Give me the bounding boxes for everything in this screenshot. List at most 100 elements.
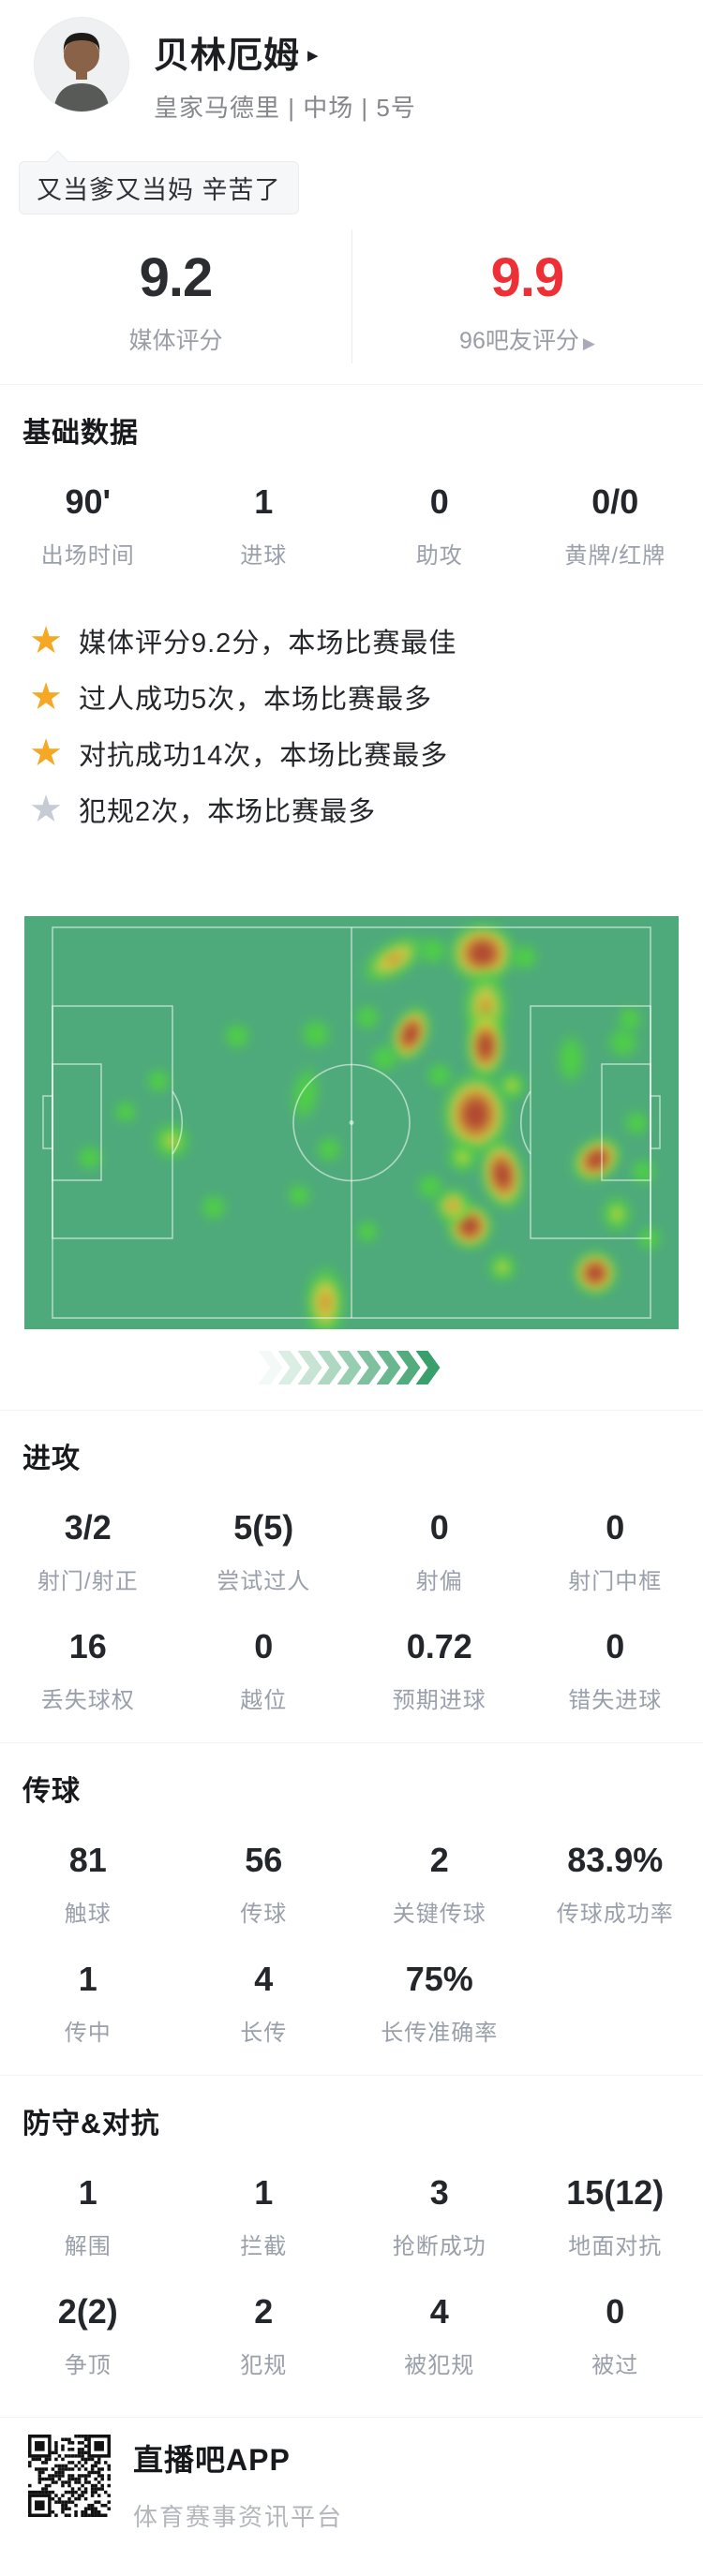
- fans-rating[interactable]: 9.9 96吧友评分▶: [352, 246, 703, 356]
- stat-cell: 0 射偏: [352, 1508, 528, 1595]
- stat-label: 关键传球: [352, 1895, 528, 1928]
- stat-label: 射偏: [352, 1562, 528, 1595]
- stat-cell: 0 助攻: [352, 482, 528, 570]
- stat-label: 预期进球: [352, 1681, 528, 1714]
- stat-label: 射门/射正: [0, 1562, 176, 1595]
- stat-cell: 90'出场时间: [0, 482, 176, 570]
- stat-label: 长传准确率: [352, 2014, 528, 2047]
- stat-cell: 83.9%传球成功率: [528, 1841, 703, 1928]
- name-caret-icon: ▶: [307, 47, 319, 64]
- stat-cell: 0/0 黄牌/红牌: [528, 482, 703, 570]
- stat-value: 1: [0, 1960, 176, 1999]
- stat-cell: 2 犯规: [176, 2292, 352, 2379]
- stat-label: 拦截: [176, 2228, 352, 2260]
- stat-label: 助攻: [352, 537, 528, 570]
- stat-cell: 16 丢失球权: [0, 1627, 176, 1714]
- stat-label: 传球成功率: [528, 1895, 703, 1928]
- stat-value: 3/2: [0, 1508, 176, 1547]
- highlights-list: ★媒体评分9.2分，本场比赛最佳★过人成功5次，本场比赛最多★对抗成功14次，本…: [0, 598, 703, 847]
- stat-cell: 0 越位: [176, 1627, 352, 1714]
- stat-label: 黄牌/红牌: [528, 537, 703, 570]
- stat-value: 16: [0, 1627, 176, 1666]
- stat-label: 被犯规: [352, 2347, 528, 2379]
- stat-value: 1: [176, 482, 352, 522]
- stat-label: 解围: [0, 2228, 176, 2260]
- highlight-row: ★对抗成功14次，本场比赛最多: [0, 725, 703, 781]
- stat-label: 进球: [176, 537, 352, 570]
- stat-label: 传球: [176, 1895, 352, 1928]
- highlight-row: ★过人成功5次，本场比赛最多: [0, 669, 703, 725]
- media-rating: 9.2 媒体评分: [0, 246, 352, 356]
- stat-value: 0: [352, 1508, 528, 1547]
- app-name: 直播吧APP: [133, 2436, 343, 2480]
- player-heatmap: [24, 916, 679, 1329]
- stat-cell: 3/2 射门/射正: [0, 1508, 176, 1595]
- stat-cell: 15(12)地面对抗: [528, 2173, 703, 2260]
- stat-value: 81: [0, 1841, 176, 1880]
- stat-value: 2(2): [0, 2292, 176, 2332]
- stat-value: 2: [176, 2292, 352, 2332]
- section-defense-title: 防守&对抗: [0, 2076, 703, 2141]
- stat-value: 0: [352, 482, 528, 522]
- stat-cell: 1 解围: [0, 2173, 176, 2260]
- fans-rating-label: 96吧友评分▶: [352, 322, 703, 356]
- stat-label: 传中: [0, 2014, 176, 2047]
- stat-label: 抢断成功: [352, 2228, 528, 2260]
- stat-label: 地面对抗: [528, 2228, 703, 2260]
- stat-label: 丢失球权: [0, 1681, 176, 1714]
- stat-label: 越位: [176, 1681, 352, 1714]
- tag-bubble: 又当爹又当妈 辛苦了: [19, 161, 299, 215]
- stat-cell: 3 抢断成功: [352, 2173, 528, 2260]
- stat-value: 4: [176, 1960, 352, 1999]
- stat-label: 触球: [0, 1895, 176, 1928]
- player-name-row[interactable]: 贝林厄姆 ▶: [154, 26, 416, 78]
- star-icon: ★: [24, 791, 67, 828]
- fans-rating-value: 9.9: [352, 246, 703, 309]
- app-description: 体育赛事资讯平台: [133, 2498, 343, 2533]
- stat-value: 0: [528, 1627, 703, 1666]
- app-footer: 直播吧APP 体育赛事资讯平台: [0, 2417, 703, 2576]
- stat-cell: 1 进球: [176, 482, 352, 570]
- player-name: 贝林厄姆: [154, 26, 300, 78]
- player-subtitle: 皇家马德里 | 中场 | 5号: [154, 89, 416, 124]
- stat-value: 0: [176, 1627, 352, 1666]
- highlight-text: 过人成功5次，本场比赛最多: [79, 677, 432, 717]
- stat-label: 射门中框: [528, 1562, 703, 1595]
- stat-value: 5(5): [176, 1508, 352, 1547]
- media-rating-value: 9.2: [0, 246, 352, 309]
- chevron-icon: [259, 1351, 283, 1384]
- stat-value: 1: [0, 2173, 176, 2213]
- highlight-text: 对抗成功14次，本场比赛最多: [79, 733, 448, 773]
- highlight-row: ★犯规2次，本场比赛最多: [0, 781, 703, 837]
- stat-value: 3: [352, 2173, 528, 2213]
- direction-chevrons-icon: [0, 1350, 703, 1385]
- highlight-row: ★媒体评分9.2分，本场比赛最佳: [0, 613, 703, 669]
- highlight-text: 媒体评分9.2分，本场比赛最佳: [79, 621, 456, 660]
- player-photo-placeholder: [35, 18, 128, 111]
- stat-label: 犯规: [176, 2347, 352, 2379]
- stat-value: 90': [0, 482, 176, 522]
- stat-value: 0/0: [528, 482, 703, 522]
- stat-cell: 2(2)争顶: [0, 2292, 176, 2379]
- qr-code: [28, 2435, 111, 2517]
